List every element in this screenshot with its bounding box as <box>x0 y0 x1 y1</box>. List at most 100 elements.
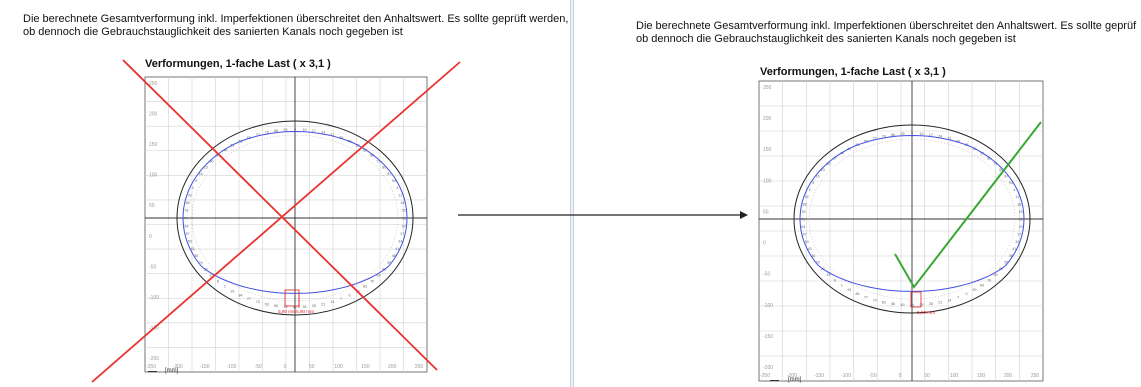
x-tick-label: -150 <box>200 364 210 370</box>
panel-divider <box>570 0 573 387</box>
node-number: 44 <box>840 152 844 156</box>
deformation-plot-before: 250200150100500-50-100-150-200-250-200-1… <box>91 59 461 383</box>
y-tick-label: 200 <box>763 116 772 122</box>
node-number: 71 <box>801 218 805 222</box>
node-number: 36 <box>811 254 815 258</box>
x-tick-label: -150 <box>814 373 824 379</box>
node-number: 83 <box>980 283 984 287</box>
node-number: 29 <box>816 261 820 265</box>
node-number: 11 <box>1015 195 1019 199</box>
x-tick-label: -200 <box>173 364 183 370</box>
node-number: 69 <box>376 274 380 278</box>
node-ring <box>191 134 399 302</box>
node-number: 35 <box>920 303 924 307</box>
x-tick-label: 200 <box>388 364 397 370</box>
node-number: 86 <box>274 129 278 133</box>
node-number: 15 <box>827 273 831 277</box>
node-number: 57 <box>186 232 190 236</box>
node-number: 14 <box>330 300 334 304</box>
node-number: 44 <box>223 148 227 152</box>
y-tick-label: 150 <box>149 142 158 148</box>
y-tick-label: -200 <box>149 356 159 362</box>
node-number: 70 <box>256 300 260 304</box>
node-number: 73 <box>376 159 380 163</box>
node-number: 51 <box>230 144 234 148</box>
node-number: 29 <box>199 261 203 265</box>
x-tick-label: 150 <box>361 364 370 370</box>
plot-group: 250200150100500-50-100-150-200-250-200-1… <box>91 59 461 383</box>
node-number: 91 <box>847 288 851 292</box>
node-number: 14 <box>947 298 951 302</box>
node-number: 9 <box>195 179 197 183</box>
node-number: 31 <box>947 137 951 141</box>
node-number: 94 <box>1009 181 1013 185</box>
node-number: 16 <box>199 172 203 176</box>
node-number: 48 <box>392 254 396 258</box>
node-number: 30 <box>827 162 831 166</box>
node-number: 18 <box>1017 203 1021 207</box>
node-number: 1 <box>841 283 843 287</box>
node-number: 28 <box>929 302 933 306</box>
node-number: 56 <box>274 304 278 308</box>
x-tick-label: 150 <box>977 373 986 379</box>
y-tick-label: 150 <box>763 147 772 153</box>
node-number: 24 <box>938 134 942 138</box>
node-number: 77 <box>247 297 251 301</box>
node-number: 66 <box>370 154 374 158</box>
node-number: 56 <box>891 302 895 306</box>
node-number: 35 <box>302 305 306 309</box>
node-number: 18 <box>400 201 404 205</box>
node-number: 21 <box>938 301 942 305</box>
pipe-outline <box>176 120 414 316</box>
x-tick-label: 100 <box>334 364 343 370</box>
node-number: 28 <box>312 304 316 308</box>
node-number: 86 <box>891 133 895 137</box>
x-tick-label: 50 <box>309 364 315 370</box>
node-number: 17 <box>312 129 316 133</box>
y-tick-label: -50 <box>149 264 156 270</box>
node-number: 43 <box>808 247 812 251</box>
node-number: 73 <box>993 162 997 166</box>
axis-unit-label: [mm] <box>165 368 179 374</box>
node-number: 71 <box>184 217 188 221</box>
node-number: 1 <box>224 285 226 289</box>
node-number: 7 <box>340 297 342 301</box>
y-tick-label: 50 <box>149 203 155 209</box>
node-number: 3 <box>294 128 296 132</box>
slide-panel-before: Die berechnete Gesamtverformung inkl. Im… <box>23 0 571 387</box>
y-tick-label: 200 <box>149 112 158 118</box>
node-number: 69 <box>993 273 997 277</box>
node-number: 80 <box>999 168 1003 172</box>
axis-unit-label: [mm] <box>788 377 802 383</box>
node-number: 11 <box>398 193 402 197</box>
node-number: 78 <box>184 209 188 213</box>
node-number: 42 <box>293 306 297 310</box>
y-tick-label: 250 <box>149 81 158 87</box>
node-number: 78 <box>801 210 805 214</box>
node-number: 21 <box>321 302 325 306</box>
plot-title: Verformungen, 1-fache Last ( x 3,1 ) <box>145 58 331 70</box>
node-number: 15 <box>210 274 214 278</box>
node-number: 59 <box>363 148 367 152</box>
node-number: 92 <box>188 193 192 197</box>
node-number: 17 <box>929 133 933 137</box>
node-number: 83 <box>363 285 367 289</box>
x-tick-label: 250 <box>1031 373 1040 379</box>
node-number: 76 <box>370 279 374 283</box>
node-number: 76 <box>987 278 991 282</box>
x-tick-label: 100 <box>950 373 959 379</box>
node-number: 48 <box>1009 254 1013 258</box>
node-number: 79 <box>265 131 269 135</box>
dimension-label: 5,90 mm <box>278 309 296 314</box>
x-tick-label: -250 <box>760 373 770 379</box>
x-tick-label: 0 <box>899 373 902 379</box>
dimension-label: 5,90 mm <box>296 309 314 314</box>
node-number: 4 <box>396 186 398 190</box>
node-number: 63 <box>265 302 269 306</box>
y-tick-label: 250 <box>763 85 772 91</box>
node-number: 93 <box>901 132 905 136</box>
node-number: 64 <box>801 225 805 229</box>
node-number: 50 <box>805 240 809 244</box>
